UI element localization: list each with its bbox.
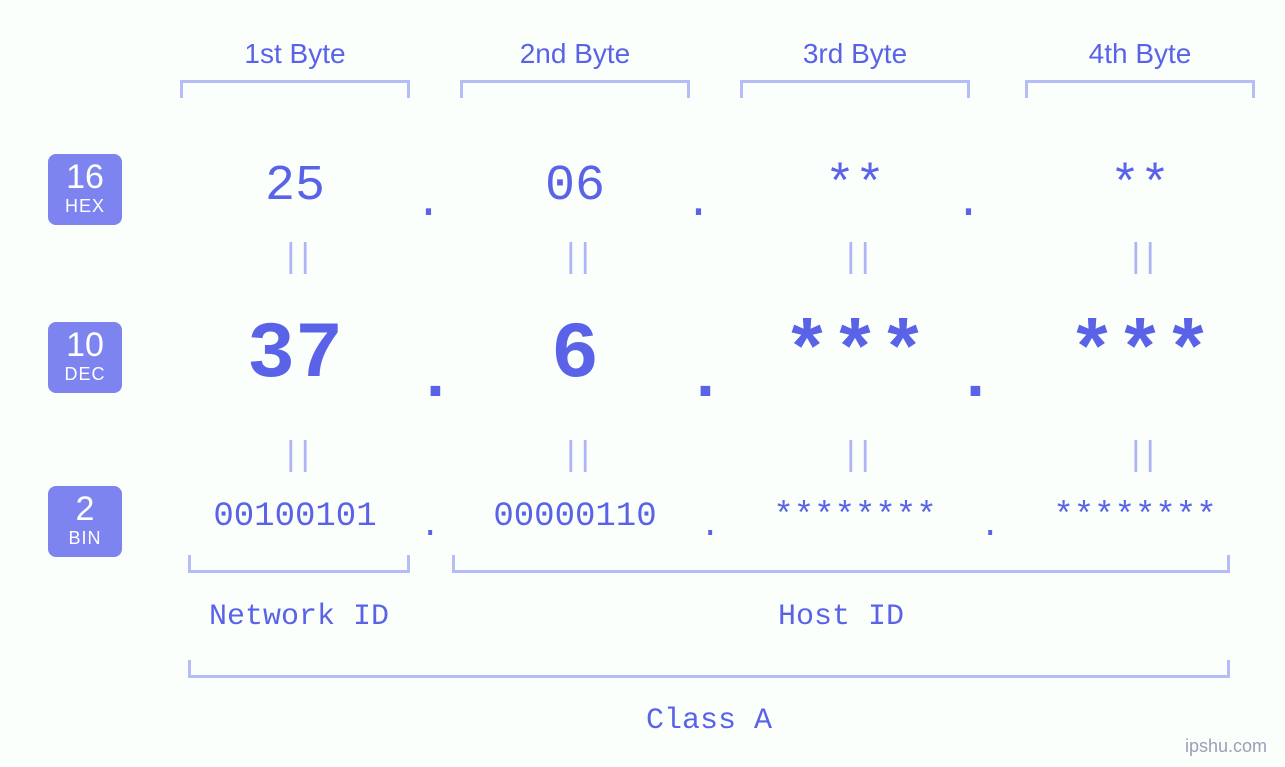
dot: .: [420, 508, 440, 546]
equals-icon: ||: [1120, 240, 1160, 278]
equals-icon: ||: [835, 240, 875, 278]
base-label: DEC: [48, 364, 122, 385]
base-badge-bin: 2 BIN: [48, 486, 122, 557]
hex-byte-2: 06: [460, 158, 690, 215]
class-brace: [188, 660, 1230, 678]
class-label: Class A: [188, 704, 1230, 738]
base-badge-dec: 10 DEC: [48, 322, 122, 393]
equals-icon: ||: [275, 438, 315, 476]
equals-icon: ||: [555, 240, 595, 278]
byte-header-4: 4th Byte: [1080, 38, 1200, 70]
bin-byte-4: ********: [1010, 498, 1260, 536]
dot: .: [955, 340, 975, 417]
host-id-label: Host ID: [452, 600, 1230, 634]
network-id-label: Network ID: [188, 600, 410, 634]
byte-brace-4: [1025, 80, 1255, 98]
byte-brace-2: [460, 80, 690, 98]
equals-icon: ||: [835, 438, 875, 476]
equals-icon: ||: [555, 438, 595, 476]
dot: .: [685, 340, 705, 417]
dec-byte-3: ***: [740, 310, 970, 401]
dot: .: [980, 508, 1000, 546]
watermark: ipshu.com: [1185, 736, 1267, 757]
hex-byte-1: 25: [180, 158, 410, 215]
base-num: 10: [48, 328, 122, 362]
dot: .: [685, 178, 705, 229]
base-num: 16: [48, 160, 122, 194]
base-label: BIN: [48, 528, 122, 549]
dot: .: [415, 178, 435, 229]
host-id-brace: [452, 555, 1230, 573]
base-label: HEX: [48, 196, 122, 217]
byte-header-2: 2nd Byte: [515, 38, 635, 70]
byte-header-3: 3rd Byte: [795, 38, 915, 70]
bin-byte-2: 00000110: [450, 498, 700, 536]
equals-icon: ||: [275, 240, 315, 278]
bin-byte-1: 00100101: [170, 498, 420, 536]
dec-byte-4: ***: [1025, 310, 1255, 401]
dot: .: [955, 178, 975, 229]
bin-byte-3: ********: [730, 498, 980, 536]
hex-byte-4: **: [1025, 158, 1255, 215]
dot: .: [415, 340, 435, 417]
byte-header-1: 1st Byte: [235, 38, 355, 70]
hex-byte-3: **: [740, 158, 970, 215]
ip-diagram: 1st Byte 2nd Byte 3rd Byte 4th Byte 16 H…: [0, 0, 1285, 767]
base-badge-hex: 16 HEX: [48, 154, 122, 225]
byte-brace-3: [740, 80, 970, 98]
base-num: 2: [48, 492, 122, 526]
dot: .: [700, 508, 720, 546]
equals-icon: ||: [1120, 438, 1160, 476]
dec-byte-1: 37: [180, 310, 410, 401]
byte-brace-1: [180, 80, 410, 98]
network-id-brace: [188, 555, 410, 573]
dec-byte-2: 6: [460, 310, 690, 401]
